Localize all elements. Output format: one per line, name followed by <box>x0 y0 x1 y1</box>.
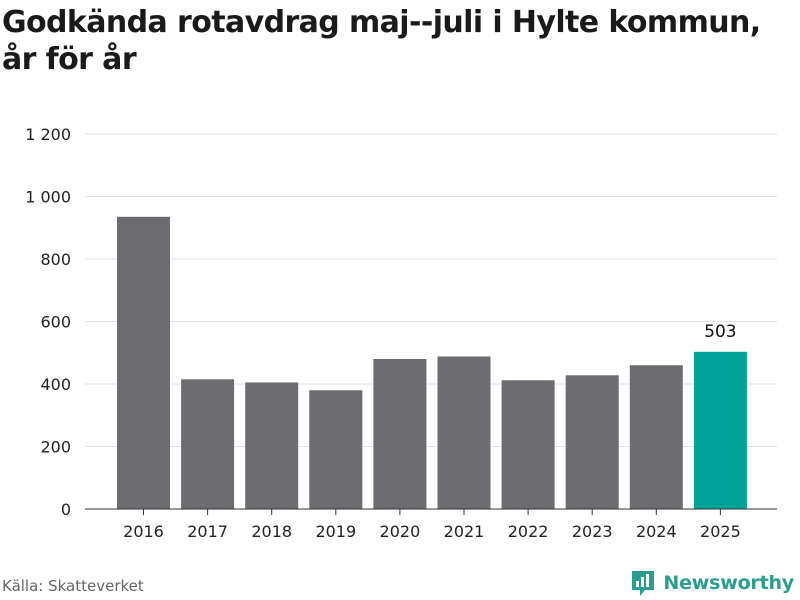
x-axis <box>85 508 777 515</box>
bar-2022 <box>501 380 555 509</box>
y-tick-label: 800 <box>40 250 71 269</box>
bar-2018 <box>245 382 299 509</box>
bar-2023 <box>565 375 619 509</box>
chart-title: Godkända rotavdrag maj--juli i Hylte kom… <box>2 5 761 77</box>
x-tick-label: 2025 <box>700 522 741 541</box>
x-tick-label: 2019 <box>315 522 356 541</box>
x-tick-label: 2018 <box>251 522 292 541</box>
y-tick-label: 400 <box>40 375 71 394</box>
brand-logo: Newsworthy <box>630 569 794 597</box>
data-labels: 503 <box>704 322 736 342</box>
bar-2020 <box>373 359 427 509</box>
y-tick-label: 1 200 <box>25 125 71 144</box>
newsworthy-logo-icon <box>632 571 655 596</box>
bar-2021 <box>437 356 491 509</box>
bar-2025 <box>693 351 747 509</box>
y-axis-labels: 0 200 400 600 800 1 000 1 200 <box>25 125 71 519</box>
x-tick-label: 2016 <box>123 522 164 541</box>
source-note: Källa: Skatteverket <box>2 577 144 595</box>
x-tick-label: 2021 <box>444 522 485 541</box>
y-tick-label: 200 <box>40 438 71 457</box>
x-tick-label: 2024 <box>636 522 677 541</box>
y-tick-label: 600 <box>40 313 71 332</box>
y-tick-label: 1 000 <box>25 188 71 207</box>
x-tick-label: 2017 <box>187 522 228 541</box>
y-tick-label: 0 <box>61 500 71 519</box>
x-tick-label: 2020 <box>380 522 421 541</box>
x-tick-label: 2022 <box>508 522 549 541</box>
bar-2016 <box>117 216 170 509</box>
x-axis-labels: 2016 2017 2018 2019 2020 2021 2022 2023 2024 2025 <box>123 522 741 541</box>
bar-2024 <box>629 365 683 509</box>
bars <box>117 216 747 509</box>
bar-2017 <box>181 379 235 509</box>
brand-name: Newsworthy <box>663 572 794 594</box>
data-label: 503 <box>704 322 736 342</box>
x-tick-label: 2023 <box>572 522 613 541</box>
bar-2019 <box>309 390 363 509</box>
